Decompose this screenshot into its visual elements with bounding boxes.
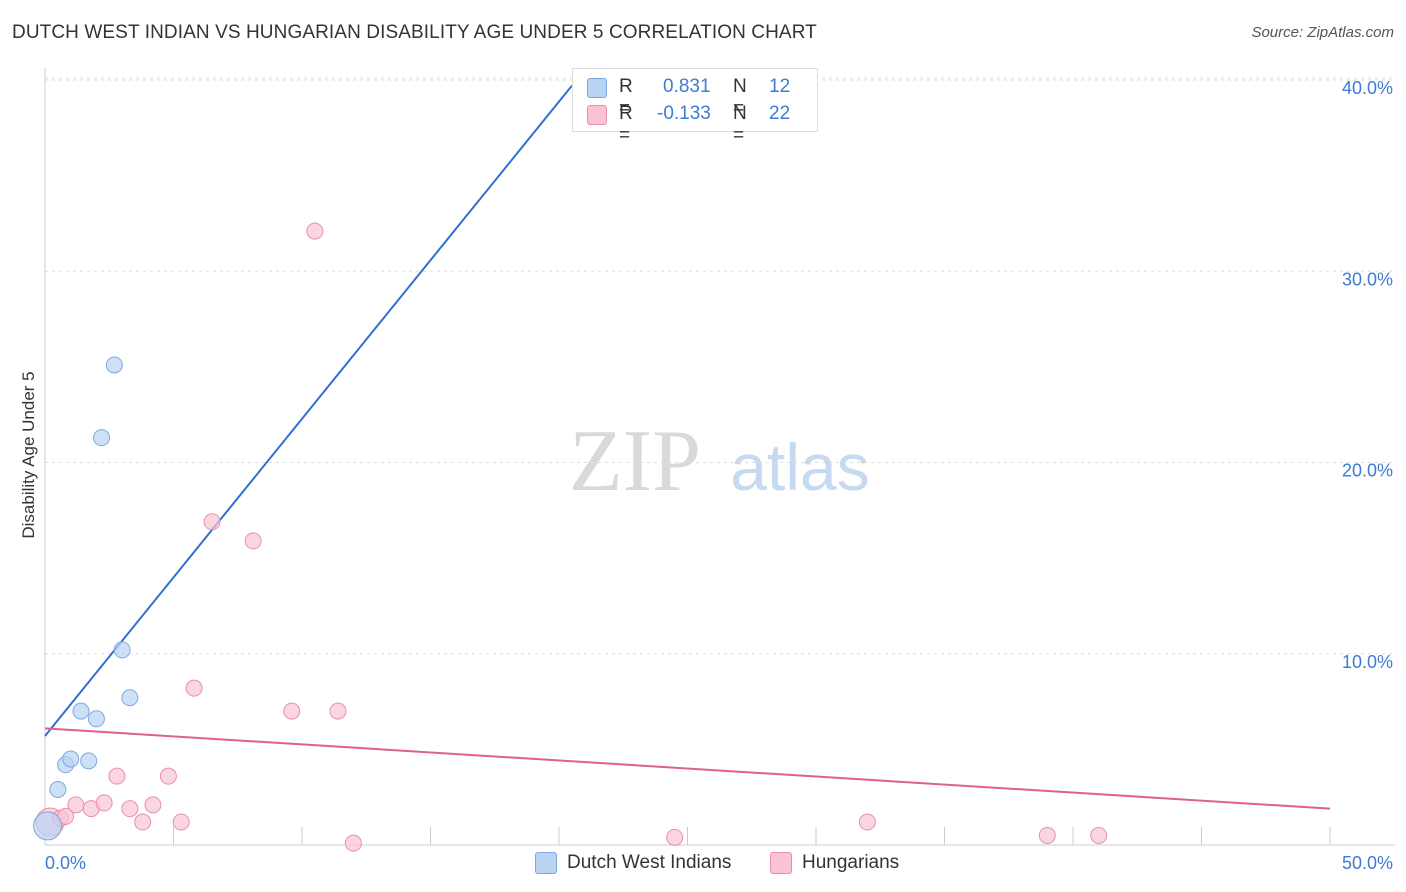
trend-line-dutch-west-indians [44, 85, 573, 737]
y-tick-label: 40.0% [1342, 78, 1393, 98]
swatch-pink [770, 852, 792, 874]
r-label: R = [619, 76, 633, 119]
swatch-blue [535, 852, 557, 874]
r-label: R = [619, 103, 633, 146]
n-value: 12 [769, 76, 791, 97]
point-hungarians [185, 679, 203, 697]
point-hungarians [121, 800, 139, 818]
point-hungarians [144, 796, 162, 814]
watermark-atlas: atlas [730, 430, 869, 504]
legend-label: Hungarians [802, 852, 900, 873]
point-dutch-west-indians [113, 641, 131, 659]
point-hungarians [283, 702, 301, 720]
point-hungarians [95, 794, 113, 812]
data-points [33, 79, 1108, 852]
point-dutch-west-indians [87, 710, 105, 728]
point-hungarians [1090, 826, 1108, 844]
point-hungarians [306, 222, 324, 240]
point-dutch-west-indians [80, 752, 98, 770]
point-dutch-west-indians [105, 356, 123, 374]
y-tick-label: 20.0% [1342, 461, 1393, 481]
point-hungarians [244, 532, 262, 550]
y-tick-label: 30.0% [1342, 269, 1393, 289]
point-dutch-west-indians [93, 429, 111, 447]
x-tick-label: 50.0% [1342, 853, 1393, 873]
point-dutch-west-indians [62, 750, 80, 768]
point-dutch-west-indians [49, 781, 67, 799]
gridlines [45, 77, 1395, 655]
n-label: N = [733, 103, 747, 146]
trend-line-hungarians [44, 727, 1331, 810]
series-legend: Dutch West Indians Hungarians [0, 852, 1406, 878]
chart-title: DUTCH WEST INDIAN VS HUNGARIAN DISABILIT… [12, 22, 817, 43]
stats-legend: R = 0.831 N = 12 R = -0.133 N = 22 [572, 68, 818, 146]
point-hungarians [172, 813, 190, 831]
point-hungarians [159, 767, 177, 785]
point-dutch-west-indians [33, 811, 63, 841]
point-hungarians [666, 828, 684, 846]
source-credit: Source: ZipAtlas.com [1251, 24, 1394, 41]
point-hungarians [108, 767, 126, 785]
point-hungarians [134, 813, 152, 831]
point-hungarians [344, 834, 362, 852]
point-dutch-west-indians [72, 702, 90, 720]
y-tick-label: 10.0% [1342, 652, 1393, 672]
n-label: N = [733, 76, 747, 119]
r-value: 0.831 [663, 76, 711, 97]
x-tick-label: 0.0% [45, 853, 86, 873]
watermark-zip: ZIP [569, 413, 701, 510]
y-axis-label: Disability Age Under 5 [19, 371, 38, 538]
r-value: -0.133 [657, 103, 711, 124]
axes [44, 68, 1395, 846]
legend-label: Dutch West Indians [567, 852, 732, 873]
n-value: 22 [769, 103, 791, 124]
tick-labels: 10.0% 20.0% 30.0% 40.0% 0.0% 50.0% [45, 78, 1393, 873]
point-hungarians [67, 796, 85, 814]
swatch-blue [587, 78, 607, 98]
point-hungarians [329, 702, 347, 720]
swatch-pink [587, 105, 607, 125]
point-hungarians [1038, 826, 1056, 844]
point-hungarians [858, 813, 876, 831]
point-hungarians [203, 513, 221, 531]
point-dutch-west-indians [121, 689, 139, 707]
